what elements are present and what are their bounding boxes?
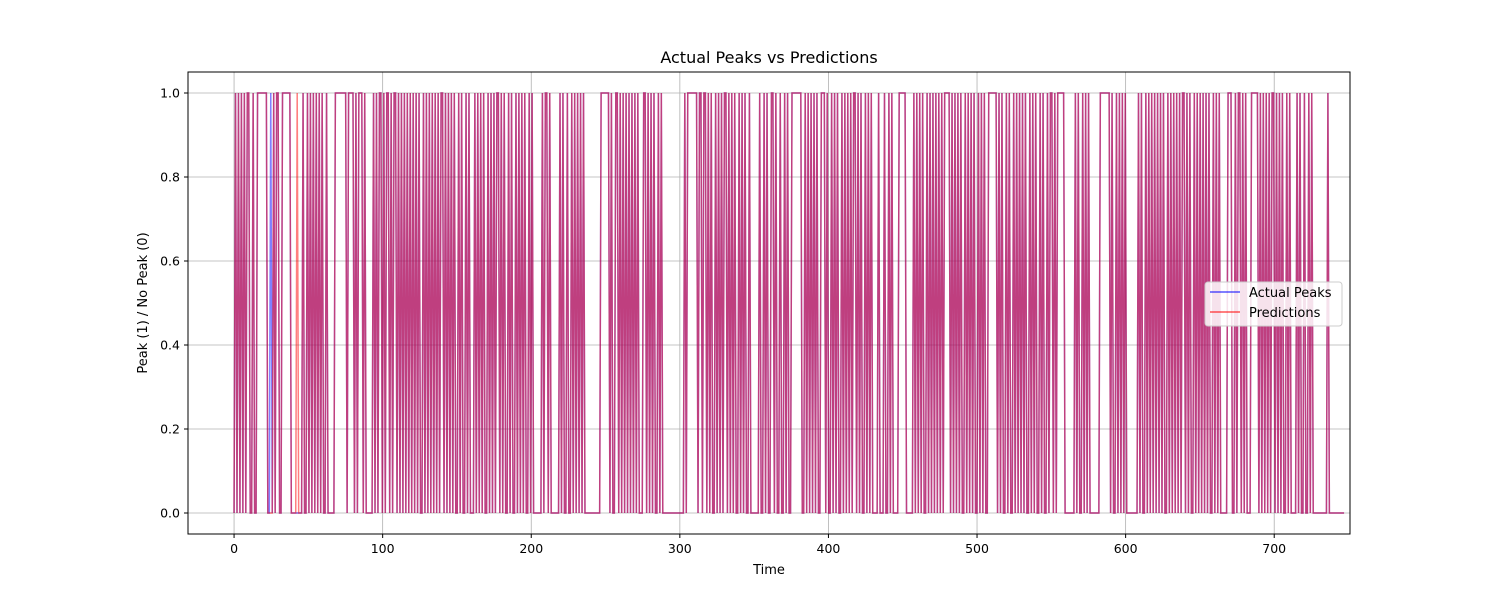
- x-tick-label: 400: [817, 541, 841, 556]
- y-tick-label: 0.4: [160, 338, 180, 353]
- y-tick-label: 0.0: [160, 506, 180, 521]
- plot-frame: [187, 71, 1351, 535]
- chart-title: Actual Peaks vs Predictions: [660, 48, 877, 67]
- x-tick-label: 300: [668, 541, 692, 556]
- series-lines: [233, 92, 1345, 514]
- x-tick-label: 500: [965, 541, 989, 556]
- y-axis-label: Peak (1) / No Peak (0): [136, 232, 151, 373]
- series-line-predictions: [233, 92, 1345, 514]
- x-tick-label: 100: [371, 541, 395, 556]
- x-tick-label: 200: [519, 541, 543, 556]
- legend-label-actual-peaks: Actual Peaks: [1249, 286, 1332, 301]
- legend: Actual Peaks Predictions: [1204, 281, 1343, 327]
- x-tick-label: 600: [1114, 541, 1138, 556]
- x-axis-label: Time: [752, 563, 785, 578]
- x-axis-ticks: 0 100 200 300 400 500 600 700: [230, 534, 1286, 556]
- y-tick-label: 0.8: [160, 170, 180, 185]
- y-tick-label: 0.2: [160, 422, 180, 437]
- y-tick-label: 0.6: [160, 254, 180, 269]
- legend-label-predictions: Predictions: [1249, 306, 1321, 321]
- x-tick-label: 700: [1262, 541, 1286, 556]
- y-tick-label: 1.0: [160, 86, 180, 101]
- y-axis-ticks: 0.0 0.2 0.4 0.6 0.8 1.0: [160, 86, 188, 521]
- x-tick-label: 0: [230, 541, 238, 556]
